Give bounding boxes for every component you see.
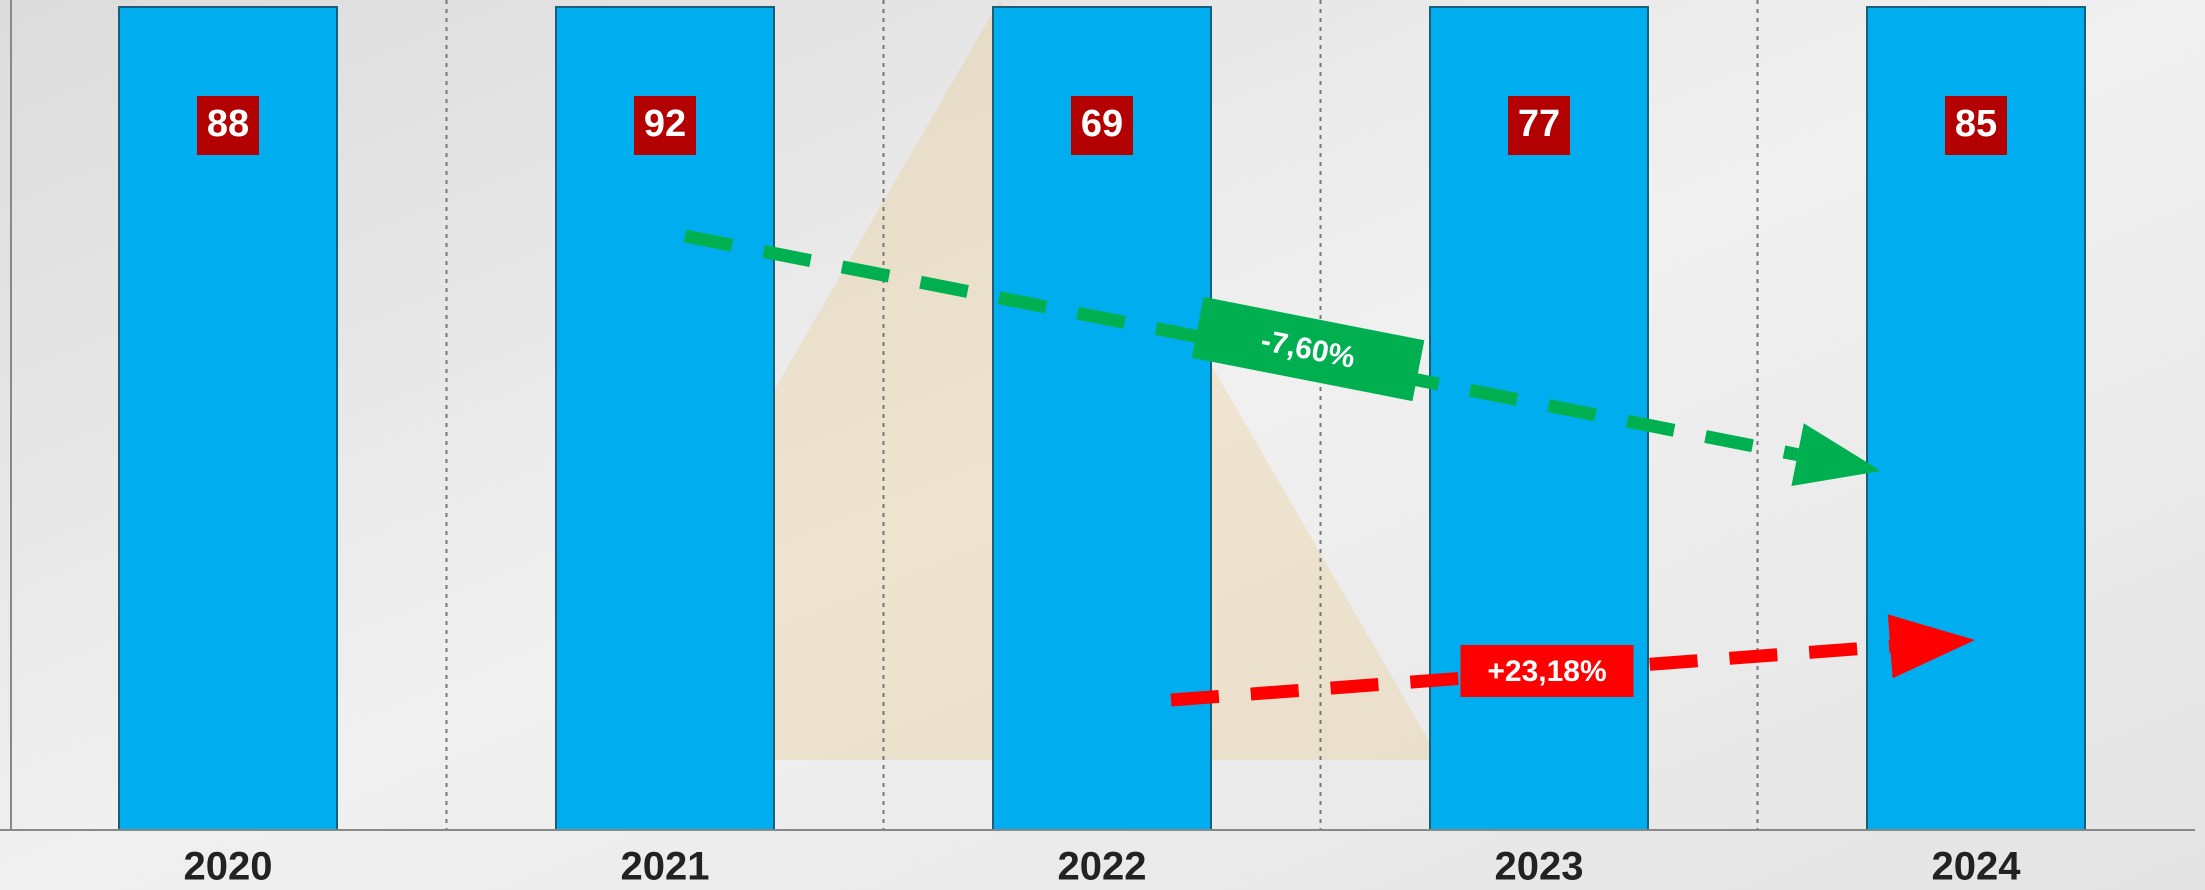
- value-label: 69: [1081, 103, 1123, 145]
- value-label: 92: [644, 103, 686, 145]
- annotation: +23,18%: [1461, 645, 1634, 697]
- x-tick-label: 2023: [1495, 845, 1584, 889]
- x-tick-label: 2020: [184, 845, 273, 889]
- annotation-text: +23,18%: [1487, 655, 1606, 688]
- x-tick-label: 2022: [1058, 845, 1147, 889]
- chart: 882020922021692022772023852024-7,60%+23,…: [0, 0, 2205, 890]
- x-tick-label: 2024: [1932, 845, 2022, 889]
- x-tick-label: 2021: [621, 845, 710, 889]
- value-label: 77: [1518, 103, 1560, 145]
- value-label: 85: [1955, 103, 1997, 145]
- value-label: 88: [207, 103, 249, 145]
